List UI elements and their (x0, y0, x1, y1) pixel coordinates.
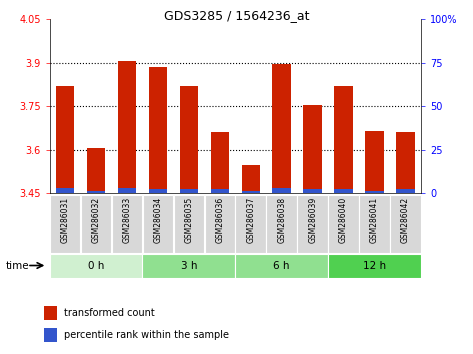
Bar (359, 195, 390, 252)
Bar (149, 189, 167, 193)
Bar (272, 188, 291, 193)
Bar (143, 195, 173, 252)
Text: GSM286038: GSM286038 (277, 197, 286, 243)
Text: time: time (6, 261, 29, 271)
Text: GSM286040: GSM286040 (339, 197, 348, 243)
Bar (56, 86, 74, 193)
Text: GSM286042: GSM286042 (401, 197, 410, 243)
Bar (142, 254, 235, 278)
Bar (334, 189, 353, 193)
Text: 0 h: 0 h (88, 261, 104, 271)
Text: GSM286031: GSM286031 (61, 197, 70, 243)
Bar (328, 254, 421, 278)
Text: GDS3285 / 1564236_at: GDS3285 / 1564236_at (164, 9, 309, 22)
Bar (272, 64, 291, 193)
Bar (303, 189, 322, 193)
Text: 12 h: 12 h (363, 261, 386, 271)
Text: GSM286037: GSM286037 (246, 197, 255, 243)
Text: 3 h: 3 h (181, 261, 197, 271)
Bar (50, 254, 142, 278)
Text: 6 h: 6 h (273, 261, 290, 271)
Bar (118, 61, 136, 193)
Bar (210, 189, 229, 193)
Bar (328, 195, 359, 252)
Bar (149, 67, 167, 193)
Bar (81, 195, 112, 252)
Bar (390, 195, 421, 252)
Bar (334, 86, 353, 193)
Bar (118, 188, 136, 193)
Text: GSM286033: GSM286033 (123, 197, 131, 243)
Bar (180, 86, 198, 193)
Bar (365, 131, 384, 193)
Bar (396, 189, 415, 193)
Bar (87, 190, 105, 193)
Bar (87, 148, 105, 193)
Bar (174, 195, 204, 252)
Bar (112, 195, 142, 252)
Text: GSM286035: GSM286035 (184, 197, 193, 243)
Bar (50, 195, 80, 252)
Text: GSM286041: GSM286041 (370, 197, 379, 243)
Bar (236, 195, 266, 252)
Text: GSM286036: GSM286036 (215, 197, 224, 243)
Text: transformed count: transformed count (64, 308, 155, 318)
Bar (242, 190, 260, 193)
Text: GSM286034: GSM286034 (153, 197, 162, 243)
Bar (56, 188, 74, 193)
Bar (180, 189, 198, 193)
Bar (242, 165, 260, 193)
Text: GSM286039: GSM286039 (308, 197, 317, 243)
Bar (44, 306, 57, 320)
Bar (365, 190, 384, 193)
Text: GSM286032: GSM286032 (92, 197, 101, 243)
Bar (44, 327, 57, 342)
Bar (235, 254, 328, 278)
Bar (266, 195, 297, 252)
Bar (204, 195, 235, 252)
Bar (396, 132, 415, 193)
Text: percentile rank within the sample: percentile rank within the sample (64, 330, 229, 340)
Bar (210, 132, 229, 193)
Bar (298, 195, 328, 252)
Bar (303, 105, 322, 193)
